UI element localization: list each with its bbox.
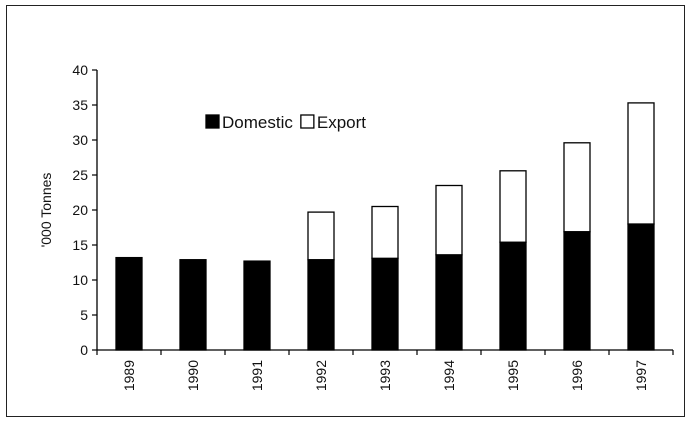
x-tick-label-1989: 1989 (121, 360, 137, 391)
bar-domestic-1997 (627, 223, 655, 351)
x-tick-label-1992: 1992 (313, 360, 329, 391)
y-tick-label-5: 5 (80, 307, 88, 323)
y-tick-label-10: 10 (72, 272, 88, 288)
bar-domestic-1991 (243, 260, 271, 351)
bar-domestic-1996 (563, 231, 591, 351)
bar-export-1992 (307, 211, 335, 261)
legend-swatch-domestic (205, 114, 220, 129)
bar-domestic-1990 (179, 259, 207, 351)
bar-export-1994 (435, 184, 463, 256)
y-tick-label-15: 15 (72, 237, 88, 253)
x-tick-label-1996: 1996 (569, 360, 585, 391)
x-tick-label-1997: 1997 (633, 360, 649, 391)
x-tick-label-1994: 1994 (441, 360, 457, 391)
y-axis-label: '000 Tonnes (38, 173, 54, 248)
legend-swatch-export (300, 114, 315, 129)
x-tick-label-1993: 1993 (377, 360, 393, 391)
x-tick-label-1991: 1991 (249, 360, 265, 391)
bars-group (115, 102, 655, 351)
x-tick-label-1995: 1995 (505, 360, 521, 391)
bar-chart: 0 5 10 15 20 25 30 35 40 1989 1990 1991 1992 1993 1994… (38, 62, 674, 391)
bar-export-1997 (627, 102, 655, 225)
bar-export-1996 (563, 142, 591, 233)
axes-group: 0 5 10 15 20 25 30 35 40 1989 1990 1991 1992 1993 1994… (38, 62, 674, 391)
y-tick-label-20: 20 (72, 202, 88, 218)
y-tick-label-25: 25 (72, 167, 88, 183)
bar-domestic-1994 (435, 254, 463, 351)
y-tick-label-35: 35 (72, 97, 88, 113)
y-tick-label-30: 30 (72, 132, 88, 148)
x-tick-label-1990: 1990 (185, 360, 201, 391)
y-tick-label-0: 0 (80, 342, 88, 358)
bar-domestic-1992 (307, 259, 335, 351)
legend: Domestic Export (205, 113, 366, 132)
bar-export-1995 (499, 170, 527, 243)
legend-label-export: Export (317, 113, 366, 132)
bar-export-1993 (371, 205, 399, 259)
bar-domestic-1993 (371, 257, 399, 351)
y-tick-label-40: 40 (72, 62, 88, 78)
bar-domestic-1995 (499, 241, 527, 351)
legend-label-domestic: Domestic (222, 113, 293, 132)
chart-frame: 0 5 10 15 20 25 30 35 40 1989 1990 1991 1992 1993 1994… (6, 5, 685, 417)
bar-domestic-1989 (115, 256, 143, 351)
